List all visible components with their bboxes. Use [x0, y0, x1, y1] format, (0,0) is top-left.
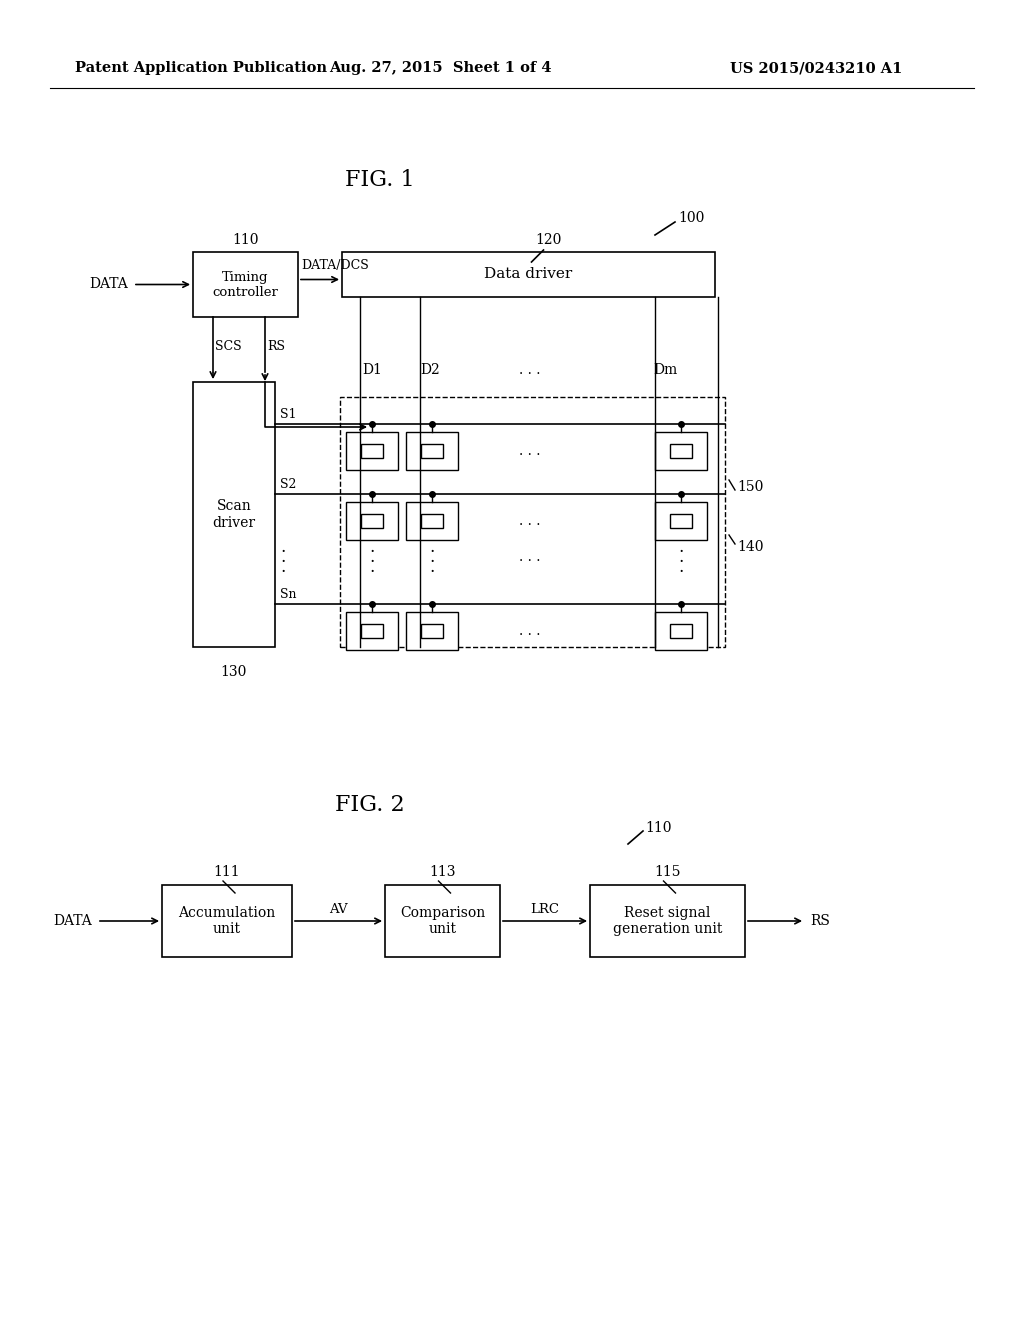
Bar	[340, 397, 725, 647]
Text: Comparison
unit: Comparison unit	[400, 906, 485, 936]
Text: 115: 115	[654, 865, 681, 879]
Text: .: .	[281, 558, 286, 576]
Bar	[670, 624, 692, 638]
Bar	[421, 513, 443, 528]
Text: Patent Application Publication: Patent Application Publication	[75, 61, 327, 75]
Text: D2: D2	[420, 363, 440, 378]
Text: US 2015/0243210 A1: US 2015/0243210 A1	[730, 61, 902, 75]
Text: .: .	[429, 549, 434, 565]
Text: DATA: DATA	[89, 277, 128, 292]
Bar	[406, 432, 458, 470]
Text: Reset signal
generation unit: Reset signal generation unit	[612, 906, 722, 936]
Text: FIG. 2: FIG. 2	[335, 795, 404, 816]
Text: .: .	[281, 549, 286, 565]
Bar	[421, 624, 443, 638]
Text: Timing
controller: Timing controller	[213, 271, 279, 298]
Text: .: .	[429, 539, 434, 556]
Bar	[655, 612, 707, 649]
Text: SCS: SCS	[215, 341, 242, 354]
Bar	[406, 612, 458, 649]
Text: Aug. 27, 2015  Sheet 1 of 4: Aug. 27, 2015 Sheet 1 of 4	[329, 61, 551, 75]
Text: . . .: . . .	[519, 550, 541, 564]
Text: Dm: Dm	[653, 363, 677, 378]
Text: . . .: . . .	[519, 624, 541, 638]
Text: D1: D1	[362, 363, 382, 378]
Text: DATA: DATA	[53, 913, 92, 928]
Text: 111: 111	[214, 865, 241, 879]
Text: AV: AV	[329, 903, 348, 916]
Bar	[385, 884, 500, 957]
Text: Accumulation
unit: Accumulation unit	[178, 906, 275, 936]
Text: . . .: . . .	[519, 363, 541, 378]
Text: 110: 110	[232, 234, 259, 247]
Bar	[342, 252, 715, 297]
Bar	[421, 444, 443, 458]
Text: . . .: . . .	[519, 444, 541, 458]
Text: .: .	[370, 558, 375, 576]
Bar	[361, 624, 383, 638]
Text: . . .: . . .	[519, 513, 541, 528]
Bar	[655, 432, 707, 470]
Text: 113: 113	[429, 865, 456, 879]
Text: .: .	[678, 539, 684, 556]
Text: .: .	[370, 549, 375, 565]
Text: S1: S1	[280, 408, 297, 421]
Bar	[162, 884, 292, 957]
Text: .: .	[429, 558, 434, 576]
Text: .: .	[281, 539, 286, 556]
Bar	[361, 444, 383, 458]
Bar	[346, 432, 398, 470]
Bar	[346, 502, 398, 540]
Text: Data driver: Data driver	[484, 268, 572, 281]
Text: .: .	[370, 539, 375, 556]
Bar	[655, 502, 707, 540]
Text: LRC: LRC	[530, 903, 559, 916]
Text: RS: RS	[810, 913, 829, 928]
Bar	[361, 513, 383, 528]
Bar	[590, 884, 745, 957]
Text: RS: RS	[267, 341, 285, 354]
Text: .: .	[678, 558, 684, 576]
Bar	[346, 612, 398, 649]
Text: 100: 100	[678, 211, 705, 224]
Text: 110: 110	[645, 821, 672, 836]
Text: 120: 120	[536, 234, 562, 247]
Bar	[670, 444, 692, 458]
Bar	[670, 513, 692, 528]
Text: 130: 130	[221, 665, 247, 678]
Text: Scan
driver: Scan driver	[212, 499, 256, 529]
Text: Sn: Sn	[280, 587, 297, 601]
Text: DATA/DCS: DATA/DCS	[301, 259, 369, 272]
Text: FIG. 1: FIG. 1	[345, 169, 415, 191]
Bar	[193, 252, 298, 317]
Text: 150: 150	[737, 480, 763, 494]
Text: .: .	[678, 549, 684, 565]
Text: S2: S2	[280, 478, 296, 491]
Bar	[406, 502, 458, 540]
Bar	[193, 381, 275, 647]
Text: 140: 140	[737, 540, 764, 554]
